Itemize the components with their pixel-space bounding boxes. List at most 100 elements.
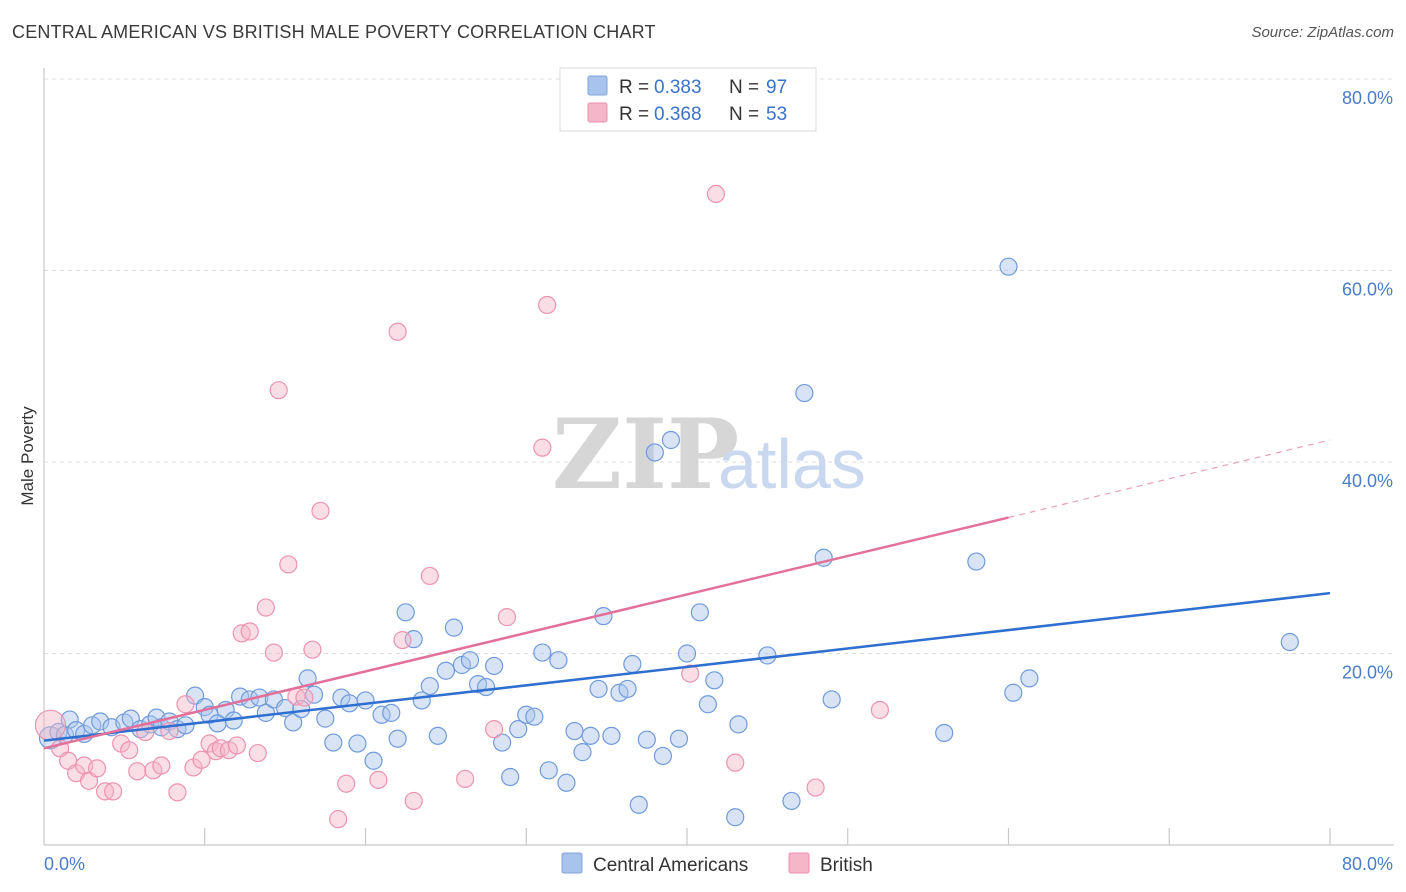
central-americans-point <box>637 730 656 749</box>
central-americans-point <box>539 761 558 780</box>
central-americans-point <box>661 430 681 450</box>
central-americans-point <box>795 383 814 403</box>
y-axis-label: Male Poverty <box>18 406 37 506</box>
x-ticks <box>204 828 1331 845</box>
legend-r-label-1: R = <box>619 104 649 125</box>
british-point <box>870 700 890 720</box>
source-label: Source: ZipAtlas.com <box>1251 24 1394 41</box>
central-americans-point <box>509 720 528 739</box>
british-point <box>806 778 825 797</box>
central-americans-point <box>999 257 1018 276</box>
central-americans-point <box>729 715 748 734</box>
central-americans-point <box>618 679 637 699</box>
central-americans-point <box>705 671 724 690</box>
british-point <box>176 695 195 714</box>
british-point <box>120 741 139 760</box>
central-americans-point <box>1280 632 1299 652</box>
bottom-legend-swatch-central-americans <box>561 852 583 874</box>
british-point <box>269 381 288 400</box>
british-point <box>311 501 330 520</box>
central-americans-point <box>340 694 359 713</box>
central-americans-point <box>298 669 317 688</box>
central-americans-point <box>382 703 401 722</box>
central-americans-point <box>581 726 600 745</box>
central-americans-point <box>493 733 512 752</box>
central-americans-point <box>1020 669 1039 688</box>
central-americans-point <box>1004 683 1023 702</box>
british-point <box>34 709 67 741</box>
british-point <box>726 753 745 772</box>
british-point <box>192 750 211 769</box>
y-tick-label: 20.0% <box>1342 663 1393 683</box>
british-point <box>295 688 314 707</box>
british-point <box>248 743 267 763</box>
central-americans-point <box>91 712 110 731</box>
bottom-legend-swatch-british <box>788 852 810 874</box>
central-americans-point <box>822 690 841 709</box>
central-americans-point <box>324 733 343 752</box>
bottom-legend: Central Americans British <box>561 852 873 876</box>
british-point <box>303 640 322 659</box>
series-british-points <box>34 184 890 829</box>
central-americans-point <box>629 795 648 814</box>
x-tick-label-min: 0.0% <box>44 854 85 874</box>
central-americans-point <box>645 443 664 462</box>
y-tick-labels: 20.0% 40.0% 60.0% 80.0% <box>1342 88 1393 683</box>
british-point <box>104 782 123 801</box>
legend-n-label-0: N = <box>729 77 759 98</box>
british-point <box>329 810 348 829</box>
watermark-atlas: atlas <box>718 425 866 503</box>
legend-swatch-british <box>587 102 608 123</box>
x-tick-label-max: 80.0% <box>1342 854 1393 874</box>
central-americans-point <box>525 707 544 726</box>
legend: R = 0.383 N = 97 R = 0.368 N = 53 <box>559 67 817 132</box>
legend-swatch-central-americans <box>587 75 608 96</box>
series-central-americans-points <box>38 257 1299 827</box>
central-americans-point <box>501 767 520 787</box>
british-point <box>456 769 475 789</box>
british-point <box>227 736 246 755</box>
bottom-legend-label-central-americans: Central Americans <box>593 855 748 876</box>
central-americans-point <box>436 661 455 680</box>
central-americans-point <box>356 691 375 710</box>
british-point <box>706 184 726 203</box>
british-point <box>264 643 283 662</box>
british-point <box>538 295 557 315</box>
british-point <box>128 762 147 781</box>
british-point <box>404 791 423 811</box>
legend-r-label-0: R = <box>619 77 649 98</box>
central-americans-point <box>485 656 504 676</box>
central-americans-point <box>444 618 464 637</box>
central-americans-point <box>420 676 439 696</box>
british-point <box>388 322 407 341</box>
central-americans-point <box>256 703 275 722</box>
british-point <box>87 759 107 778</box>
british-point <box>152 756 171 775</box>
central-americans-point <box>476 677 496 697</box>
central-americans-point <box>396 603 415 622</box>
y-tick-label: 60.0% <box>1342 280 1393 300</box>
british-point <box>533 438 552 457</box>
y-tick-label: 40.0% <box>1342 471 1393 491</box>
legend-n-value-1: 53 <box>766 104 787 125</box>
british-point <box>256 598 275 617</box>
y-tick-label: 80.0% <box>1342 88 1393 108</box>
british-point <box>681 664 700 683</box>
british-point <box>279 555 298 574</box>
central-americans-point <box>602 726 621 745</box>
british-point <box>393 630 412 650</box>
central-americans-point <box>935 723 954 743</box>
british-point <box>206 742 226 761</box>
bottom-legend-label-british: British <box>820 855 873 876</box>
central-americans-point <box>460 651 480 670</box>
chart-title: CENTRAL AMERICAN VS BRITISH MALE POVERTY… <box>12 22 656 42</box>
legend-n-label-1: N = <box>729 104 759 125</box>
central-americans-point <box>677 644 697 663</box>
legend-r-value-0: 0.383 <box>654 77 702 98</box>
central-americans-point <box>565 721 584 741</box>
gridlines <box>44 78 1394 654</box>
trend-line-central-americans <box>43 591 1331 742</box>
central-americans-point <box>549 651 568 670</box>
central-americans-point <box>316 709 335 728</box>
